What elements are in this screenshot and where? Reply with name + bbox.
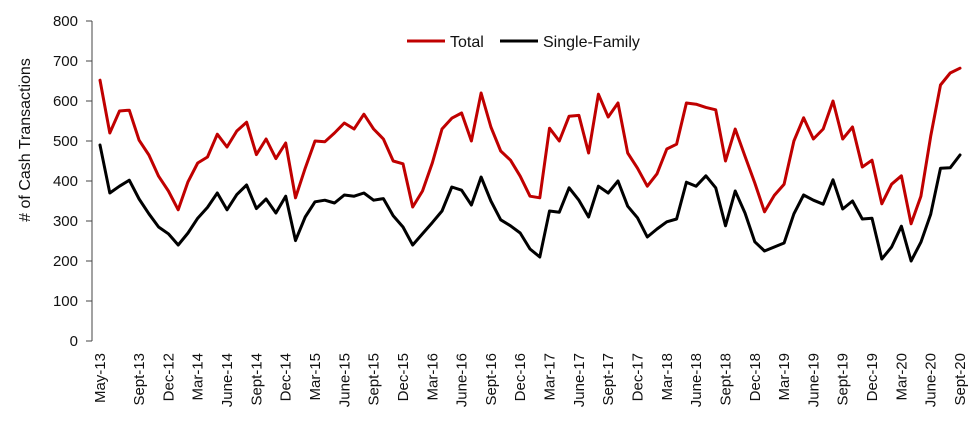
legend: Total Single-Family [407, 34, 640, 51]
x-tick-label: June-19 [805, 353, 822, 407]
x-axis: May-13 Sept-13 Dec-12 Mar-14 June-14 Sept-14 D… [92, 353, 969, 407]
x-tick-label: Dec-17 [630, 353, 647, 401]
y-tick-label: 500 [53, 133, 78, 150]
x-tick-label: Dec-12 [160, 353, 177, 401]
y-tick-label: 200 [53, 253, 78, 270]
x-tick-label: Dec-18 [747, 353, 764, 401]
y-axis: 0 100 200 300 400 500 600 700 800 [53, 13, 93, 350]
series-layer [98, 66, 962, 263]
x-tick-label: June-15 [336, 353, 353, 407]
x-tick-label: Sept-18 [717, 353, 734, 406]
x-tick-label: June-16 [454, 353, 471, 407]
x-tick-label: Dec-19 [864, 353, 881, 401]
x-tick-label: Mar-19 [776, 353, 793, 401]
y-tick-label: 700 [53, 53, 78, 70]
y-tick-label: 800 [53, 13, 78, 30]
legend-label: Single-Family [543, 34, 640, 51]
y-tick-label: 400 [53, 173, 78, 190]
y-tick-label: 600 [53, 93, 78, 110]
x-tick-label: June-18 [688, 353, 705, 407]
x-tick-label: Sept-19 [835, 353, 852, 406]
x-tick-label: Mar-18 [659, 353, 676, 401]
y-tick-label: 100 [53, 293, 78, 310]
x-tick-label: Sept-14 [248, 353, 265, 406]
x-tick-label: Mar-14 [190, 353, 207, 401]
x-tick-label: May-13 [92, 353, 109, 403]
y-tick-label: 300 [53, 213, 78, 230]
x-tick-label: Mar-16 [424, 353, 441, 401]
x-tick-label: Sept-15 [366, 353, 383, 406]
series-line-single-family [98, 143, 962, 263]
y-axis-title: # of Cash Transactions [17, 58, 34, 222]
x-tick-label: Sept-13 [131, 353, 148, 406]
x-tick-label: June-17 [571, 353, 588, 407]
x-tick-label: Dec-15 [395, 353, 412, 401]
x-tick-label: Dec-16 [512, 353, 529, 401]
series-line-total [98, 66, 962, 226]
y-tick-label: 0 [70, 333, 78, 350]
x-tick-label: June-14 [219, 353, 236, 407]
legend-label: Total [450, 34, 484, 51]
x-tick-label: Dec-14 [278, 353, 295, 401]
x-tick-label: Mar-17 [542, 353, 559, 401]
x-tick-label: Sept-16 [483, 353, 500, 406]
x-tick-label: June-20 [923, 353, 940, 407]
x-tick-label: Mar-15 [307, 353, 324, 401]
x-tick-label: Sept-17 [600, 353, 617, 406]
x-tick-label: Mar-20 [893, 353, 910, 401]
x-tick-label: Sept-20 [952, 353, 969, 406]
